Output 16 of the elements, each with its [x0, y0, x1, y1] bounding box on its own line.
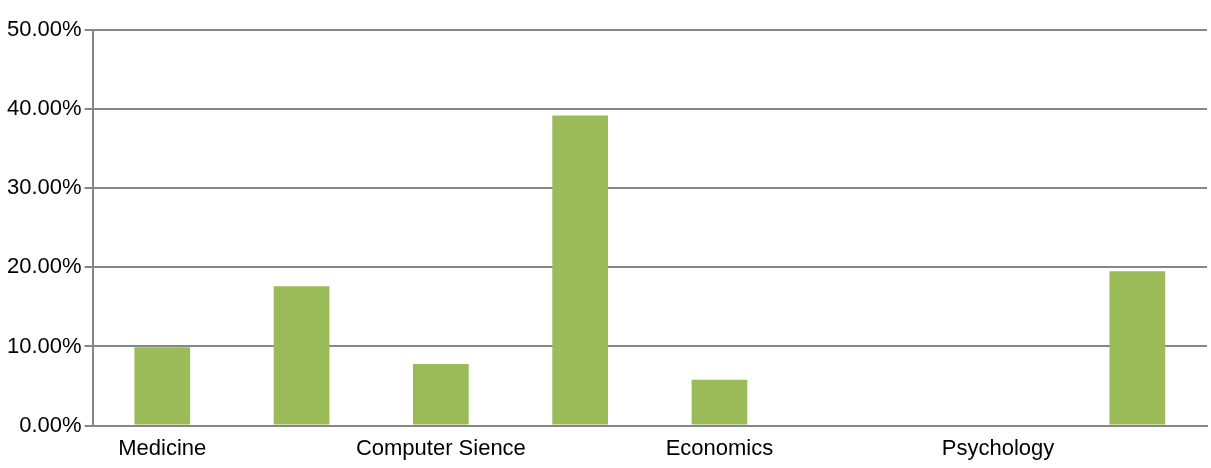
x-tick-label: Economics — [665, 434, 774, 460]
x-tick-label: Medicine — [118, 434, 207, 460]
bar — [1109, 271, 1166, 425]
y-tick-label: 10.00% — [6, 332, 82, 358]
y-tick-label: 40.00% — [6, 95, 82, 121]
y-tick-label: 0.00% — [19, 411, 82, 437]
bar — [691, 379, 748, 425]
bar — [273, 286, 330, 425]
x-tick-label: Psychology — [941, 434, 1055, 460]
y-tick-label: 50.00% — [6, 16, 82, 42]
y-tick-label: 30.00% — [6, 174, 82, 200]
bar — [413, 363, 469, 425]
y-tick-label: 20.00% — [6, 253, 82, 279]
x-tick-label: Computer Sience — [355, 434, 526, 460]
bar — [552, 115, 609, 425]
bar — [134, 347, 191, 425]
